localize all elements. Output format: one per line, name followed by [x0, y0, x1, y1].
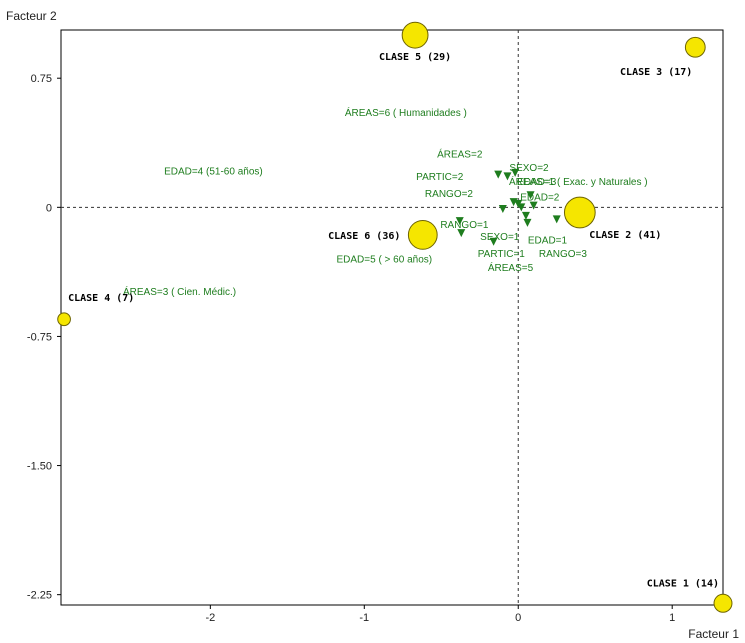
x-tick-label: 1: [669, 612, 675, 624]
class-label: CLASE 3 (17): [620, 67, 692, 78]
class-point: [407, 219, 438, 250]
class-label: CLASE 5 (29): [379, 52, 451, 63]
modality-marker: [457, 229, 466, 238]
modality-marker: [529, 201, 538, 210]
modality-label: EDAD=4 (51-60 años): [164, 167, 263, 178]
class-label: CLASE 1 (14): [647, 578, 719, 589]
modality-label: RANGO=1: [440, 220, 489, 231]
modality-marker: [503, 172, 512, 181]
modality-label: ÁREAS=6 ( Humanidades ): [345, 106, 467, 119]
modality-label: ÁREAS=2: [437, 147, 483, 160]
modality-marker: [494, 170, 503, 179]
modality-label: EDAD=1: [528, 235, 568, 246]
modality-label: ÁREAS=3 ( Cien. Médic.): [123, 285, 236, 298]
class-label: CLASE 2 (41): [589, 230, 661, 241]
modality-label: ÁREAS=5: [488, 261, 534, 274]
y-tick-label: 0.75: [31, 73, 52, 85]
modality-marker: [498, 205, 507, 214]
modality-marker: [455, 217, 464, 226]
y-tick-label: -2.25: [27, 590, 52, 602]
modality-label: RANGO=3: [539, 249, 588, 260]
x-axis-label: Facteur 1: [688, 627, 739, 641]
modality-label: SEXO=1: [480, 232, 520, 243]
axis-ticks: -2 -1 0 1 0.75 0 -0.75 -1.50 -2.25: [27, 73, 675, 624]
class-point: [57, 312, 71, 327]
x-tick-label: -2: [205, 612, 215, 624]
modality-marker: [521, 211, 530, 220]
class-point: [713, 593, 733, 613]
modality-label: EDAD=3: [517, 177, 557, 188]
modality-label: ÁREAS=1 ( Exac. y Naturales ): [509, 175, 648, 188]
modality-label: SEXO=2: [509, 163, 549, 174]
modality-label: EDAD=2: [520, 192, 560, 203]
x-tick-label: -1: [359, 612, 369, 624]
class-point: [684, 36, 706, 58]
y-axis-label: Facteur 2: [6, 9, 57, 23]
modality-label: PARTIC=1: [478, 249, 526, 260]
y-tick-label: 0: [46, 202, 52, 214]
modality-marker: [511, 168, 520, 177]
modality-marker: [523, 218, 532, 227]
modality-marker: [526, 191, 535, 200]
modality-labels: ÁREAS=6 ( Humanidades ) ÁREAS=2 EDAD=4 (51…: [123, 106, 648, 298]
class-label: CLASE 4 (7): [68, 293, 134, 304]
modality-marker: [517, 203, 526, 212]
y-tick-label: -0.75: [27, 331, 52, 343]
modality-marker: [489, 237, 498, 246]
y-tick-label: -1.50: [27, 461, 52, 473]
class-label: CLASE 6 (36): [328, 231, 400, 242]
modality-label: RANGO=2: [425, 189, 474, 200]
reference-lines: [61, 30, 723, 605]
class-points: [57, 21, 733, 613]
class-point: [401, 21, 429, 49]
modality-points: [455, 168, 561, 246]
modality-label: PARTIC=2: [416, 172, 464, 183]
modality-marker: [552, 215, 561, 224]
class-point: [563, 196, 596, 229]
x-tick-label: 0: [515, 612, 521, 624]
class-labels: CLASE 1 (14) CLASE 2 (41) CLASE 3 (17) CLAS…: [68, 52, 719, 589]
modality-label: EDAD=5 ( > 60 años): [336, 254, 432, 265]
